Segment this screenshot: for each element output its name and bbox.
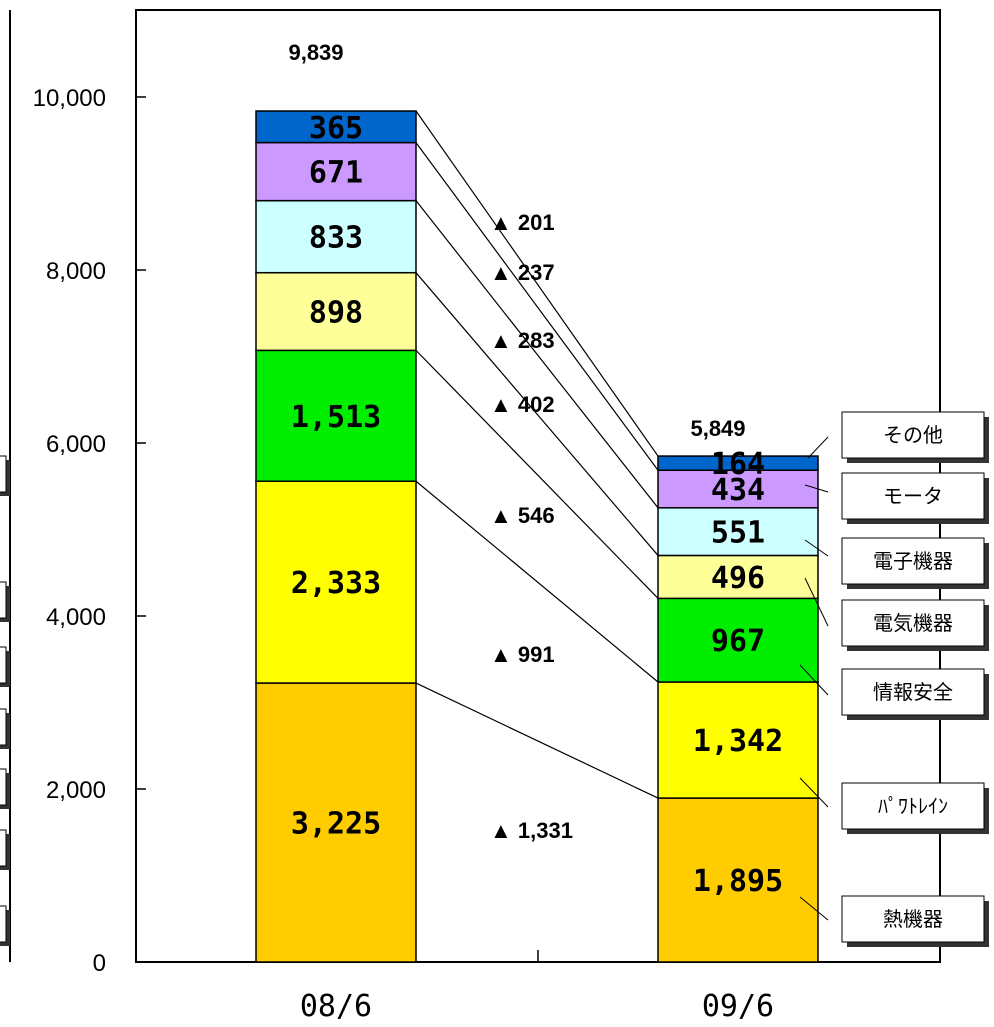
segment-value-label: 1,513 <box>291 400 381 435</box>
bar-segment <box>657 554 819 600</box>
connector-line <box>415 110 659 457</box>
segment-value-label: 1,342 <box>693 724 783 759</box>
legend-label: 電子機器 <box>873 549 953 573</box>
bars: 3,225 2,333 1,513 898 833 671 365 1,895 1,342 967… <box>255 110 819 963</box>
legend-label: 情報安全 <box>873 680 953 704</box>
bar-segment <box>657 797 819 963</box>
segment-value-label: 365 <box>309 111 363 146</box>
bar-segment <box>255 141 417 202</box>
bar-segment <box>657 469 819 509</box>
change-label: ▲ 237 <box>490 260 555 285</box>
total-label: 9,839 <box>288 40 343 65</box>
connector-line <box>415 349 659 599</box>
connector-lines <box>415 110 659 799</box>
legend-box <box>841 782 985 830</box>
legend-label: ﾊﾟﾜﾄﾚｲﾝ <box>878 794 948 818</box>
connector-line <box>415 682 659 799</box>
segment-value-label: 434 <box>711 473 765 508</box>
bar-segment <box>255 110 417 144</box>
y-tick-label: 4,000 <box>46 604 106 631</box>
segment-value-label: 1,895 <box>693 864 783 899</box>
segment-value-label: 833 <box>309 221 363 256</box>
bar-segment <box>255 271 417 352</box>
legend-box <box>841 895 985 943</box>
legend-label: 熱機器 <box>883 907 943 931</box>
change-label: ▲ 991 <box>490 642 555 667</box>
segment-value-label: 551 <box>711 516 765 551</box>
total-labels: 9,839 5,849 <box>288 40 745 441</box>
y-tick-label: 8,000 <box>46 258 106 285</box>
change-label: ▲ 402 <box>490 392 555 417</box>
segment-value-label: 898 <box>309 296 363 331</box>
y-tick-label: 2,000 <box>46 777 106 804</box>
total-label: 5,849 <box>690 416 745 441</box>
bar-segment <box>657 597 819 683</box>
legend-leader-line <box>807 436 829 459</box>
y-tick-label: 10,000 <box>33 85 106 112</box>
change-label: ▲ 1,331 <box>490 818 573 843</box>
legend-label: 電気機器 <box>873 611 953 635</box>
connector-line <box>415 480 659 683</box>
bar-segment <box>255 480 417 684</box>
legend-leader-line <box>799 777 829 808</box>
legend-box <box>841 411 985 459</box>
legend-leader-line <box>804 484 829 493</box>
segment-value-label: 967 <box>711 624 765 659</box>
bar-segment <box>657 455 819 471</box>
segment-value-label: 164 <box>711 447 765 482</box>
legend-leader-line <box>799 896 829 921</box>
y-tick-label: 0 <box>93 950 106 977</box>
legend-box <box>841 599 985 647</box>
change-label: ▲ 546 <box>490 503 555 528</box>
connector-line <box>415 200 659 509</box>
x-category-label: 09/6 <box>702 989 774 1024</box>
bar-segment <box>657 681 819 799</box>
segment-value-label: 2,333 <box>291 566 381 601</box>
segment-value-label: 671 <box>309 156 363 191</box>
bar-segment <box>657 507 819 557</box>
legend-leader-line <box>804 539 829 557</box>
legend-label: その他 <box>883 423 943 447</box>
x-axis: 08/6 09/6 <box>300 950 774 1024</box>
y-tick-label: 6,000 <box>46 431 106 458</box>
segment-value-label: 496 <box>711 561 765 596</box>
x-category-label: 08/6 <box>300 989 372 1024</box>
legend-leader-line <box>799 664 829 696</box>
legend-leader-line <box>804 577 829 627</box>
legend-label: モータ <box>883 484 943 508</box>
left-panel-remnant <box>0 10 11 962</box>
segment-value-label: 3,225 <box>291 807 381 842</box>
change-label: ▲ 201 <box>490 210 555 235</box>
change-annotations: ▲ 1,331 ▲ 991 ▲ 546 ▲ 402 ▲ 283 ▲ 237 ▲ 201 <box>490 210 573 843</box>
legend-box <box>841 472 985 520</box>
y-axis: 0 2,000 4,000 6,000 8,000 10,000 <box>33 85 146 977</box>
bar-segment <box>255 199 417 274</box>
change-label: ▲ 283 <box>490 328 555 353</box>
bar-segment <box>255 349 417 482</box>
legend-box <box>841 537 985 585</box>
connector-line <box>415 142 659 471</box>
legend-box <box>841 668 985 716</box>
connector-line <box>415 272 659 556</box>
